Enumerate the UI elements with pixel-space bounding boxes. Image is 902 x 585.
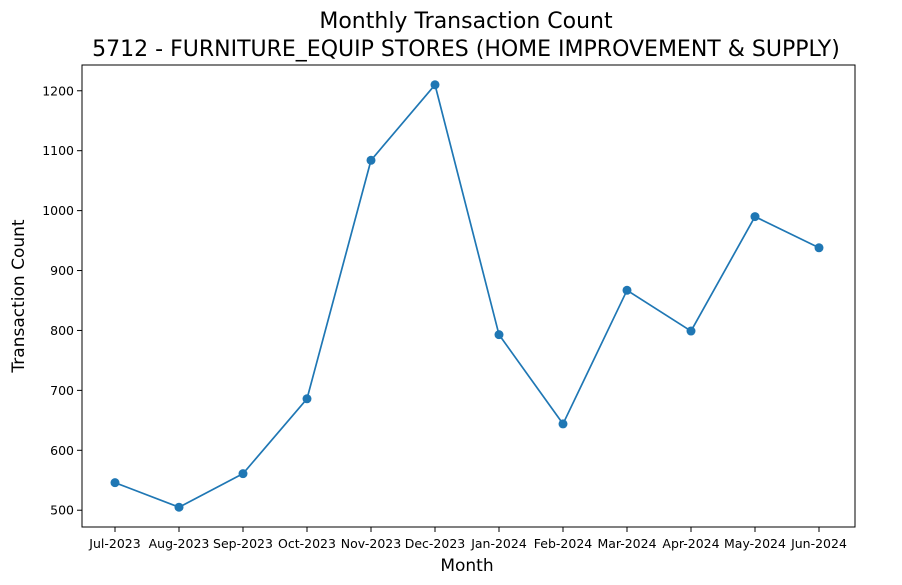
y-axis-ticks: 500 600 700 800 900 1000 1100 1200 — [42, 83, 82, 518]
series-layer — [110, 80, 824, 512]
chart-title: Monthly Transaction Count — [319, 9, 613, 34]
x-tick-label: Aug-2023 — [149, 536, 210, 551]
y-tick-label: 500 — [50, 503, 74, 518]
y-axis-label: Transaction Count — [9, 219, 29, 373]
x-tick-label: Apr-2024 — [662, 536, 719, 551]
data-point — [558, 419, 568, 429]
x-axis-ticks: Jul-2023 Aug-2023 Sep-2023 Oct-2023 Nov-2023… — [88, 527, 847, 551]
x-tick-label: Jul-2023 — [88, 536, 140, 551]
y-tick-label: 600 — [50, 443, 74, 458]
y-tick-label: 1200 — [42, 83, 74, 98]
plot-area — [82, 65, 855, 527]
x-tick-label: Nov-2023 — [341, 536, 401, 551]
series-line — [114, 83, 820, 509]
chart-subtitle: 5712 - FURNITURE_EQUIP STORES (HOME IMPR… — [92, 37, 840, 62]
data-point — [110, 478, 120, 488]
data-point — [238, 469, 248, 479]
x-axis-label: Month — [440, 556, 493, 576]
x-tick-label: Oct-2023 — [278, 536, 336, 551]
x-tick-label: Feb-2024 — [534, 536, 593, 551]
x-tick-label: May-2024 — [724, 536, 786, 551]
x-tick-label: Dec-2023 — [405, 536, 466, 551]
y-tick-label: 800 — [50, 323, 74, 338]
data-point — [750, 212, 760, 222]
y-tick-label: 900 — [50, 263, 74, 278]
data-point — [302, 394, 312, 404]
data-point — [622, 285, 632, 295]
x-tick-label: Jan-2024 — [470, 536, 527, 551]
data-point — [686, 326, 696, 336]
data-point — [174, 502, 184, 512]
y-tick-label: 700 — [50, 383, 74, 398]
data-point — [366, 155, 376, 165]
x-tick-label: Mar-2024 — [597, 536, 656, 551]
y-tick-label: 1000 — [42, 203, 74, 218]
x-tick-label: Jun-2024 — [790, 536, 847, 551]
plot-frame — [81, 64, 856, 528]
y-tick-label: 1100 — [42, 143, 74, 158]
x-tick-label: Sep-2023 — [213, 536, 273, 551]
data-point — [494, 330, 504, 340]
data-point — [430, 80, 440, 90]
plot-background — [82, 65, 855, 527]
data-point — [814, 243, 824, 253]
